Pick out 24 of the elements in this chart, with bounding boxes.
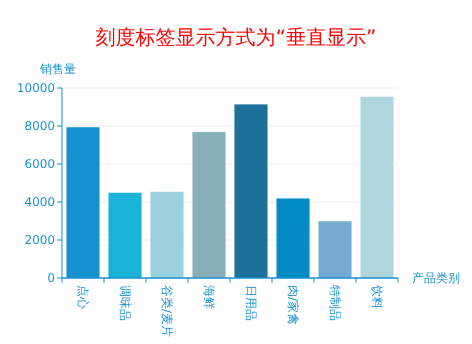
x-tick-label: 调味品 — [118, 285, 132, 321]
x-axis-title: 产品类别 — [412, 271, 460, 285]
x-tick-label: 特制品 — [328, 285, 342, 321]
y-tick-label: 4000 — [24, 195, 55, 209]
x-tick-label: 点心 — [76, 285, 90, 309]
bar — [276, 198, 310, 278]
bar — [108, 192, 142, 278]
x-tick-label: 日用品 — [244, 285, 258, 321]
y-tick-label: 8000 — [24, 119, 55, 133]
bar — [234, 104, 268, 278]
y-tick-label: 0 — [47, 271, 55, 285]
bar — [150, 191, 184, 278]
y-axis-title: 销售量 — [39, 62, 76, 76]
chart-title: 刻度标签显示方式为“垂直显示” — [96, 25, 376, 49]
bar — [318, 220, 352, 278]
y-tick-label: 6000 — [24, 157, 55, 171]
x-tick-label: 饮料 — [370, 284, 384, 309]
x-tick-label: 海鲜 — [202, 285, 216, 309]
bar — [192, 131, 226, 278]
bar — [360, 96, 394, 278]
y-tick-label: 10000 — [16, 81, 55, 95]
x-tick-label: 谷类/麦片 — [160, 285, 174, 338]
y-tick-label: 2000 — [24, 233, 55, 247]
x-tick-label: 肉/家禽 — [286, 285, 300, 326]
